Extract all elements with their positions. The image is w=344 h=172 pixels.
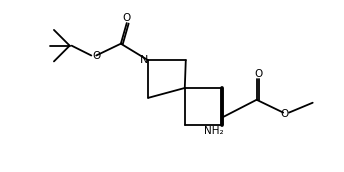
Text: NH₂: NH₂: [204, 126, 224, 136]
Text: O: O: [255, 69, 263, 79]
Text: N: N: [140, 55, 149, 65]
Text: O: O: [92, 51, 100, 61]
Text: O: O: [122, 13, 131, 23]
Text: O: O: [280, 109, 288, 119]
